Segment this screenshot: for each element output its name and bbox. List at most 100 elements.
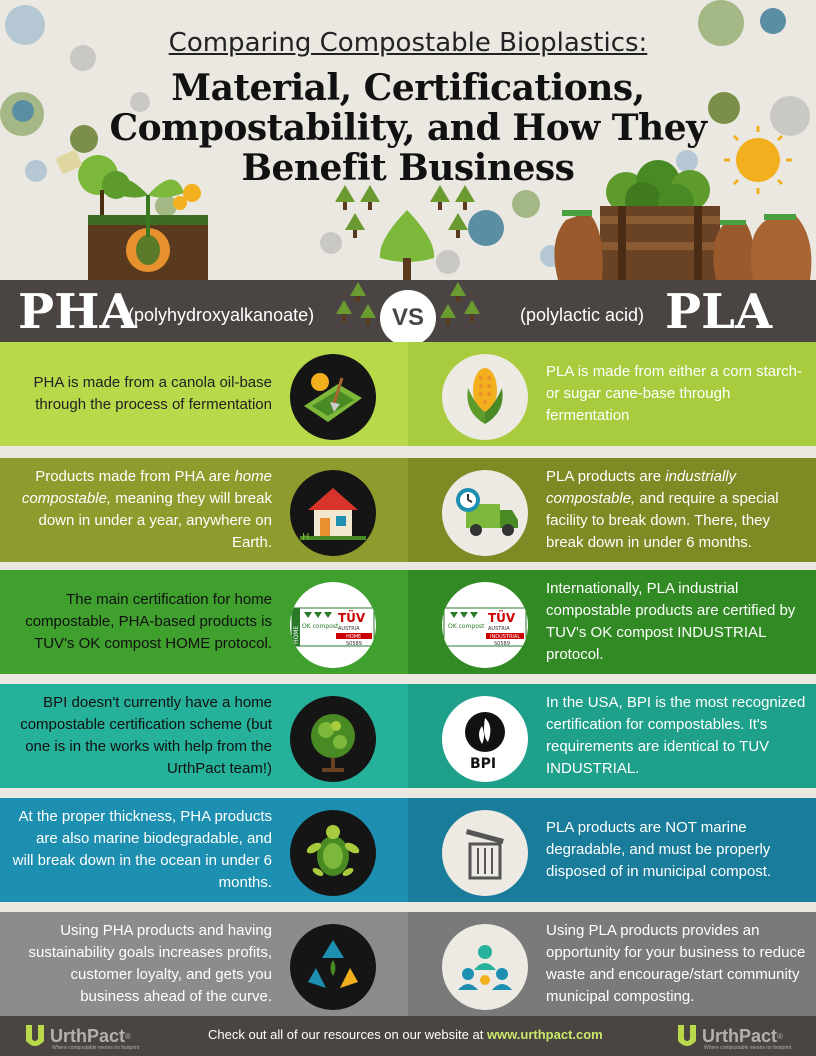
svg-text:HOME: HOME [346,634,361,640]
tuv-industrial-cert-icon: OK compost TÜV AUSTRIA INDUSTRIAL S0589 [442,582,528,668]
footer-message: Check out all of our resources on our we… [208,1027,603,1042]
pha-cell: PHA is made from a canola oil-base throu… [0,342,408,446]
svg-text:AUSTRIA: AUSTRIA [338,626,360,632]
title-line: Material, Certifications, [171,67,645,109]
pla-text: PLA products are industrially compostabl… [546,468,779,551]
title-line: Benefit Business [241,147,575,189]
decor-bubble [70,125,98,153]
decor-bubble [155,195,177,217]
svg-text:AUSTRIA: AUSTRIA [488,626,510,632]
svg-text:BPI: BPI [470,756,496,772]
brand-tagline: Where compostable means no footprint [704,1045,792,1051]
svg-text:INDUSTRIAL: INDUSTRIAL [490,634,520,640]
pha-text: Products made from PHA are home composta… [21,468,272,551]
urthpact-logo-icon [678,1025,696,1046]
website-link[interactable]: www.urthpact.com [486,1027,603,1042]
pha-cell: Using PHA products and having sustainabi… [0,912,408,1016]
pha-cell: Products made from PHA are home composta… [0,458,408,562]
community-icon [442,924,528,1010]
pla-cell: PLA products are industrially compostabl… [408,458,816,562]
pla-text: PLA products are NOT marine degradable, … [546,819,772,880]
subtitle: Comparing Compostable Bioplastics: [168,28,648,58]
decor-bubble [760,8,786,34]
pla-cell: Using PLA products provides an opportuni… [408,912,816,1016]
comparison-row-certification: The main certification for home composta… [0,570,816,674]
urthpact-logo-left: UrthPact ® Where compostable means no foo… [24,1022,139,1051]
title-line: Compostability, and How They [109,107,707,149]
pha-text: BPI doesn't currently have a home compos… [20,694,272,777]
house-icon: H [290,470,376,556]
recycle-icon [290,924,376,1010]
pha-cell: At the proper thickness, PHA products ar… [0,798,408,902]
pla-cell: BPI In the USA, BPI is the most recogniz… [408,684,816,788]
header-banner: Comparing Compostable Bioplastics: Mater… [0,0,816,280]
pla-text: In the USA, BPI is the most recognized c… [546,694,806,777]
decor-bubble [5,5,45,45]
sea-turtle-icon [290,810,376,896]
svg-text:S0589: S0589 [346,641,362,647]
decor-bubble [698,0,744,46]
pla-text: Internationally, PLA industrial composta… [546,580,796,663]
small-trees-illustration [335,185,475,280]
decor-bubble [770,96,810,136]
brand-tagline: Where compostable means no footprint [52,1045,140,1051]
pha-text: PHA is made from a canola oil-base throu… [33,374,272,413]
comparison-row-material: PHA is made from a canola oil-base throu… [0,342,816,446]
pla-full-name: (polylactic acid) [520,305,645,325]
decor-bubble [708,92,740,124]
decor-bubble [436,250,460,274]
svg-text:TÜV: TÜV [488,610,516,625]
corn-icon [442,354,528,440]
comparison-row-marine: At the proper thickness, PHA products ar… [0,798,816,902]
pha-text: The main certification for home composta… [25,591,272,652]
pla-cell: PLA is made from either a corn starch- o… [408,342,816,446]
row-divider [0,788,816,800]
decor-bubble [320,232,342,254]
decor-bubble [676,150,698,172]
tuv-home-cert-icon: HOME OK compost TÜV AUSTRIA HOME S0589 [290,582,376,668]
footer: UrthPact ® Where compostable means no foo… [0,1016,816,1056]
decor-bubble [468,210,504,246]
leafy-globe-icon [290,696,376,782]
decor-bubble [130,92,150,112]
comparison-row-bpi: BPI doesn't currently have a home compos… [0,684,816,788]
urthpact-logo-icon [26,1025,44,1046]
svg-text:TÜV: TÜV [338,610,366,625]
urthpact-logo-right: UrthPact ® Where compostable means no foo… [676,1022,791,1051]
pha-label: PHA [18,284,137,340]
farm-field-icon [290,354,376,440]
pla-text: Using PLA products provides an opportuni… [546,922,806,1005]
brand-name: UrthPact [50,1025,126,1046]
brand-name: UrthPact [702,1025,778,1046]
bpi-logo-icon: BPI [442,696,528,782]
pha-text: Using PHA products and having sustainabi… [28,922,272,1005]
svg-text:H: H [302,532,310,543]
pha-cell: The main certification for home composta… [0,570,408,674]
row-divider [0,446,816,458]
seedling-soil-illustration [56,150,208,280]
vs-badge: VS [380,290,436,346]
pla-cell: PLA products are NOT marine degradable, … [408,798,816,902]
svg-text:OK compost: OK compost [448,623,485,630]
decor-bubble [12,100,34,122]
page-title: Material, Certifications, Compostability… [60,68,756,188]
compost-crate-illustration [554,126,812,280]
comparison-row-business: Using PHA products and having sustainabi… [0,912,816,1016]
pha-text: At the proper thickness, PHA products ar… [12,808,272,891]
svg-text:S0589: S0589 [494,641,510,647]
pla-text: PLA is made from either a corn starch- o… [546,363,802,424]
bar-trees-decoration [336,282,480,326]
row-divider [0,902,816,914]
svg-text:HOME: HOME [293,626,300,644]
decor-bubble [512,190,540,218]
decor-bubble [70,45,96,71]
pha-cell: BPI doesn't currently have a home compos… [0,684,408,788]
row-divider [0,674,816,686]
pla-cell: OK compost TÜV AUSTRIA INDUSTRIAL S0589 … [408,570,816,674]
svg-text:OK compost: OK compost [302,623,339,630]
decor-bubble [25,160,47,182]
trash-can-icon [442,810,528,896]
pha-full-name: (polyhydroxyalkanoate) [128,305,315,325]
delivery-truck-icon [442,470,528,556]
comparison-row-compostability: Products made from PHA are home composta… [0,458,816,562]
